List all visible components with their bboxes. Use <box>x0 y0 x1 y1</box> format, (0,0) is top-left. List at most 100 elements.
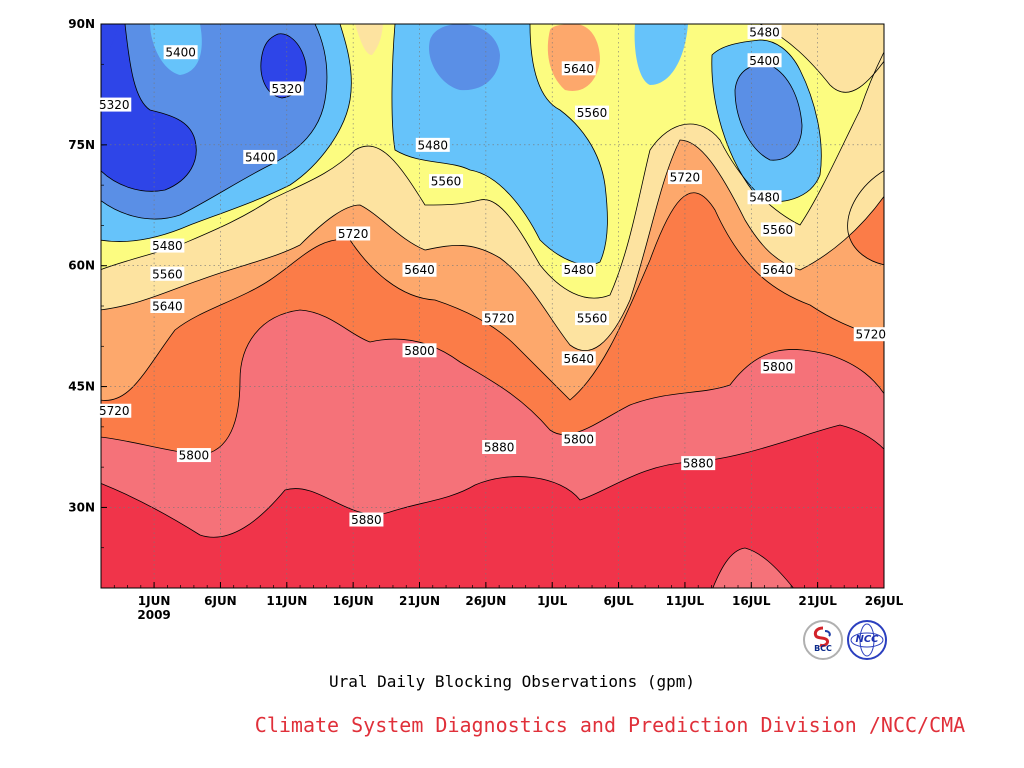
contour-label-text: 5880 <box>683 457 714 471</box>
contour-label: 5880 <box>482 440 517 455</box>
contour-label: 5640 <box>402 262 437 277</box>
contour-label: 5480 <box>150 238 185 253</box>
contour-label-text: 5880 <box>351 513 382 527</box>
contour-line-5480-center <box>391 24 608 266</box>
x-tick-label: 6JUN <box>204 594 237 608</box>
contour-label-text: 5400 <box>245 150 276 164</box>
contour-label: 5560 <box>760 222 795 237</box>
contour-label-text: 5720 <box>670 171 701 185</box>
x-tick-label: 1JUL <box>537 594 568 608</box>
contour-label-box <box>760 359 795 374</box>
contour-label-text: 5720 <box>338 227 369 241</box>
contour-label: 5480 <box>747 25 782 40</box>
bcc-logo-text: BCC <box>814 644 832 653</box>
contour-label-text: 5480 <box>563 263 594 277</box>
contour-label: 5640 <box>561 61 596 76</box>
contour-label-box <box>667 170 702 185</box>
contour-label-text: 5560 <box>152 267 183 281</box>
contour-label-box <box>150 238 185 253</box>
contour-label-box <box>415 137 450 152</box>
contour-label-text: 5480 <box>418 138 449 152</box>
contour-label-box <box>747 190 782 205</box>
y-tick-label: 30N <box>68 500 95 514</box>
contour-label: 5880 <box>349 512 384 527</box>
contour-label-text: 5800 <box>179 449 210 463</box>
band-5400-5480-top-right <box>634 24 688 85</box>
agency-logos: BCC NCC <box>800 620 896 662</box>
contour-label-text: 5560 <box>577 312 608 326</box>
contour-label: 5560 <box>575 105 610 120</box>
contour-label: 5560 <box>575 311 610 326</box>
y-tick-label: 45N <box>68 380 95 394</box>
contour-line-5560-top-right <box>759 24 884 93</box>
contour-label-text: 5720 <box>484 312 515 326</box>
contour-label-text: 5480 <box>749 26 780 40</box>
contour-label-box <box>561 61 596 76</box>
contour-label-text: 5480 <box>749 191 780 205</box>
contour-label-box <box>561 431 596 446</box>
contour-label: 5560 <box>429 174 464 189</box>
contour-label: 5800 <box>760 359 795 374</box>
contour-label: 5320 <box>97 97 132 112</box>
contour-fills <box>101 24 884 588</box>
contour-label-text: 5880 <box>484 441 515 455</box>
x-tick-label: 26JUL <box>865 594 904 608</box>
contour-label-text: 5800 <box>404 344 435 358</box>
contour-label-box <box>482 311 517 326</box>
contour-label: 5640 <box>760 262 795 277</box>
x-tick-label: 26JUN <box>465 594 506 608</box>
contour-label-text: 5800 <box>563 432 594 446</box>
contour-label: 5480 <box>415 137 450 152</box>
contour-label: 5560 <box>150 266 185 281</box>
contour-label: 5800 <box>402 343 437 358</box>
x-year-label: 2009 <box>137 608 170 622</box>
y-tick-label: 90N <box>68 17 95 31</box>
contour-label: 5720 <box>97 403 132 418</box>
contour-line-5480-right <box>711 39 822 203</box>
contour-label-box <box>269 81 304 96</box>
contour-label-box <box>747 53 782 68</box>
contour-label: 5480 <box>561 262 596 277</box>
contour-label-box <box>747 25 782 40</box>
x-tick-label: 16JUN <box>333 594 374 608</box>
contour-label: 5720 <box>482 311 517 326</box>
contour-label-box <box>482 440 517 454</box>
contour-label-box <box>575 311 610 326</box>
x-tick-label: 1JUN <box>138 594 171 608</box>
ncc-logo-text: NCC <box>855 634 879 645</box>
band-5800-5880-island <box>712 548 794 588</box>
contour-line-5880 <box>101 424 884 538</box>
contour-label-box <box>243 149 278 164</box>
contour-label-box <box>402 343 437 358</box>
contour-line-5320-left <box>101 24 197 192</box>
contour-label-box <box>349 512 384 527</box>
contour-label-text: 5640 <box>404 263 435 277</box>
contour-label-text: 5560 <box>431 175 462 189</box>
contour-line-5720-upper-right <box>847 170 884 266</box>
chart-credit: Climate System Diagnostics and Predictio… <box>254 713 966 737</box>
contour-label-text: 5480 <box>152 239 183 253</box>
contour-label: 5800 <box>176 448 211 463</box>
contour-label-box <box>561 351 596 366</box>
band-below-5320-corner <box>101 24 118 60</box>
contour-labels: 5400 5320 5320 5400 5480 5560 5640 5720 5800 5720… <box>97 25 888 527</box>
band-5320-5400-center <box>429 24 500 91</box>
x-tick-label: 21JUL <box>798 594 837 608</box>
contour-line-5480-left <box>101 24 352 243</box>
contour-label-box <box>150 266 185 281</box>
contour-label-text: 5640 <box>763 263 794 277</box>
y-tick-label: 75N <box>68 138 95 152</box>
band-5560-5640-top-right <box>760 24 884 93</box>
contour-line-5720 <box>101 192 884 401</box>
contour-label-box <box>97 97 132 112</box>
contour-label-text: 5640 <box>563 62 594 76</box>
ncc-logo-icon: NCC <box>847 620 887 660</box>
contour-label-text: 5640 <box>152 300 183 314</box>
contour-label: 5400 <box>243 149 278 164</box>
contour-label-box <box>163 45 198 60</box>
x-tick-label: 21JUN <box>399 594 440 608</box>
contour-label-box <box>402 262 437 277</box>
contour-label-box <box>853 327 888 342</box>
